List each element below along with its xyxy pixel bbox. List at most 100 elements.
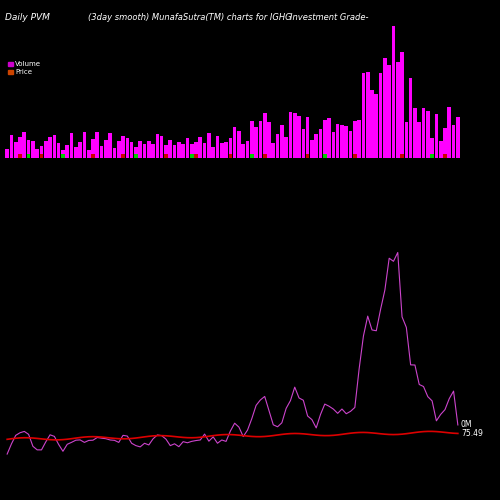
- Bar: [82, 132, 86, 158]
- Text: 0M: 0M: [461, 420, 472, 430]
- Bar: [108, 133, 112, 158]
- Bar: [220, 142, 224, 158]
- Bar: [246, 142, 250, 158]
- Bar: [142, 144, 146, 158]
- Bar: [52, 135, 56, 158]
- Bar: [456, 116, 460, 158]
- Bar: [443, 154, 447, 158]
- Bar: [328, 118, 331, 158]
- Bar: [61, 150, 65, 158]
- Bar: [293, 113, 296, 158]
- Bar: [152, 144, 155, 158]
- Bar: [400, 154, 404, 158]
- Bar: [186, 138, 190, 158]
- Bar: [344, 126, 348, 158]
- Bar: [362, 74, 365, 158]
- Bar: [242, 144, 245, 158]
- Bar: [48, 138, 52, 158]
- Bar: [10, 136, 14, 158]
- Bar: [216, 136, 220, 158]
- Bar: [61, 154, 65, 158]
- Bar: [237, 130, 241, 158]
- Bar: [297, 116, 301, 158]
- Bar: [430, 138, 434, 158]
- Bar: [418, 122, 421, 158]
- Bar: [263, 154, 266, 158]
- Bar: [314, 134, 318, 158]
- Bar: [121, 136, 125, 158]
- Bar: [14, 142, 18, 158]
- Bar: [400, 52, 404, 158]
- Bar: [404, 122, 408, 158]
- Bar: [96, 132, 99, 158]
- Bar: [336, 124, 340, 158]
- Bar: [280, 125, 283, 158]
- Bar: [91, 139, 95, 158]
- Bar: [36, 150, 39, 158]
- Bar: [267, 122, 271, 158]
- Bar: [370, 90, 374, 158]
- Bar: [168, 140, 172, 158]
- Bar: [172, 146, 176, 158]
- Bar: [91, 154, 95, 158]
- Bar: [228, 154, 232, 158]
- Bar: [104, 140, 108, 158]
- Bar: [332, 132, 335, 158]
- Bar: [323, 120, 326, 158]
- Bar: [57, 144, 60, 158]
- Bar: [6, 150, 9, 158]
- Bar: [74, 146, 78, 158]
- Bar: [284, 136, 288, 158]
- Bar: [177, 142, 180, 158]
- Bar: [134, 147, 138, 158]
- Bar: [374, 94, 378, 158]
- Bar: [66, 145, 69, 158]
- Bar: [70, 133, 73, 158]
- Bar: [318, 129, 322, 158]
- Bar: [156, 134, 159, 158]
- Bar: [117, 140, 120, 158]
- Bar: [121, 154, 125, 158]
- Bar: [78, 142, 82, 158]
- Bar: [134, 154, 138, 158]
- Bar: [198, 136, 202, 158]
- Bar: [340, 125, 344, 158]
- Bar: [434, 114, 438, 158]
- Bar: [272, 142, 275, 158]
- Bar: [138, 141, 142, 158]
- Bar: [323, 154, 326, 158]
- Bar: [44, 141, 48, 158]
- Bar: [31, 141, 34, 158]
- Text: 75.49: 75.49: [461, 429, 483, 438]
- Bar: [254, 127, 258, 158]
- Bar: [228, 138, 232, 158]
- Bar: [194, 154, 198, 158]
- Bar: [379, 73, 382, 158]
- Bar: [190, 154, 194, 158]
- Bar: [306, 154, 310, 158]
- Bar: [310, 140, 314, 158]
- Bar: [288, 112, 292, 158]
- Bar: [443, 128, 447, 158]
- Bar: [439, 141, 442, 158]
- Bar: [353, 154, 356, 158]
- Bar: [224, 142, 228, 158]
- Bar: [164, 154, 168, 158]
- Bar: [18, 136, 22, 158]
- Bar: [212, 148, 215, 158]
- Bar: [366, 72, 370, 158]
- Bar: [448, 107, 451, 158]
- Bar: [203, 142, 206, 158]
- Bar: [430, 154, 434, 158]
- Bar: [40, 146, 44, 158]
- Bar: [250, 121, 254, 158]
- Bar: [413, 108, 417, 158]
- Bar: [348, 131, 352, 158]
- Bar: [182, 144, 185, 158]
- Text: Daily PVM: Daily PVM: [5, 12, 50, 22]
- Bar: [388, 65, 391, 158]
- Bar: [147, 142, 150, 158]
- Bar: [207, 133, 210, 158]
- Bar: [233, 127, 236, 158]
- Bar: [112, 148, 116, 158]
